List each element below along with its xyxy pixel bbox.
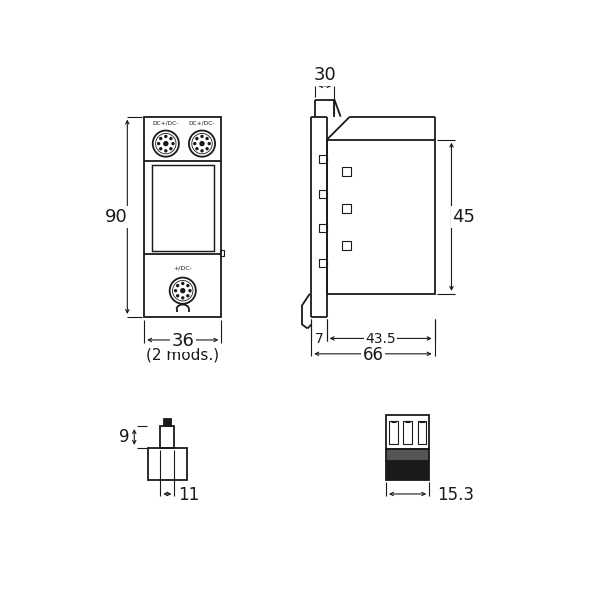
Bar — [342, 203, 352, 213]
Circle shape — [169, 137, 173, 140]
Bar — [418, 421, 427, 444]
Circle shape — [174, 289, 177, 292]
Bar — [327, 140, 434, 294]
Bar — [319, 155, 327, 163]
Bar — [342, 241, 352, 250]
Circle shape — [159, 137, 163, 140]
Circle shape — [157, 142, 160, 145]
Circle shape — [186, 294, 190, 298]
Text: +/DC-: +/DC- — [173, 265, 192, 270]
Text: 30: 30 — [313, 66, 336, 84]
Text: 45: 45 — [452, 208, 475, 226]
Circle shape — [189, 131, 215, 157]
Circle shape — [208, 142, 211, 145]
Circle shape — [176, 284, 179, 287]
Text: DC+/DC-: DC+/DC- — [152, 121, 179, 125]
Text: 11: 11 — [178, 487, 200, 505]
Circle shape — [181, 296, 184, 299]
Circle shape — [200, 135, 204, 138]
Bar — [342, 167, 352, 176]
Circle shape — [195, 137, 199, 140]
Circle shape — [205, 137, 209, 140]
Text: (2 mods.): (2 mods.) — [146, 348, 220, 363]
Circle shape — [172, 142, 175, 145]
Circle shape — [199, 141, 205, 146]
Circle shape — [170, 278, 196, 304]
Circle shape — [186, 284, 190, 287]
Circle shape — [188, 289, 191, 292]
Bar — [220, 250, 224, 256]
Bar — [148, 448, 187, 480]
Circle shape — [153, 131, 179, 157]
Text: DC+/DC-: DC+/DC- — [189, 121, 215, 125]
Circle shape — [195, 147, 199, 151]
Bar — [160, 426, 174, 448]
Circle shape — [169, 147, 173, 151]
Bar — [403, 421, 412, 444]
Circle shape — [176, 294, 179, 298]
Bar — [389, 421, 398, 444]
Text: 36: 36 — [172, 332, 194, 350]
Text: 9: 9 — [119, 428, 130, 446]
Bar — [319, 259, 327, 267]
Text: 43.5: 43.5 — [365, 332, 396, 346]
Circle shape — [164, 149, 167, 152]
Circle shape — [193, 142, 197, 145]
Bar — [152, 165, 214, 251]
Text: 7: 7 — [314, 332, 323, 346]
Circle shape — [163, 141, 169, 146]
Circle shape — [159, 147, 163, 151]
Bar — [164, 419, 171, 426]
Bar — [144, 116, 221, 317]
Circle shape — [180, 288, 185, 293]
Bar — [386, 461, 429, 480]
Text: 15.3: 15.3 — [437, 487, 475, 505]
Circle shape — [181, 282, 184, 285]
Bar — [319, 224, 327, 232]
Circle shape — [164, 135, 167, 138]
Text: 90: 90 — [105, 208, 128, 226]
Bar — [386, 449, 429, 461]
Bar — [386, 415, 429, 449]
Bar — [319, 190, 327, 197]
Circle shape — [200, 149, 204, 152]
Circle shape — [205, 147, 209, 151]
Text: 66: 66 — [362, 346, 383, 364]
